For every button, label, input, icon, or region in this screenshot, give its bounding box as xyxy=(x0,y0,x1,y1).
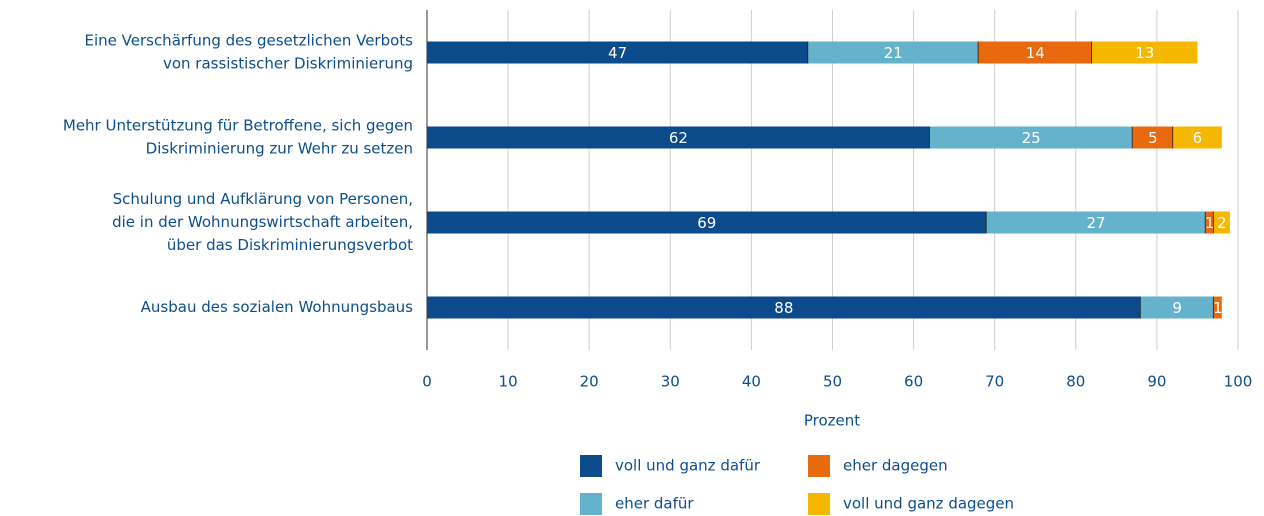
bar-segment xyxy=(929,126,1133,149)
bar-segment xyxy=(1140,296,1214,319)
bar-segment xyxy=(1132,126,1174,149)
value-label: 69 xyxy=(697,214,716,232)
y-tick-label: Diskriminierung zur Wehr zu setzen xyxy=(146,140,413,158)
legend-label: eher dagegen xyxy=(843,457,948,475)
y-tick-label: von rassistischer Diskriminierung xyxy=(163,55,413,73)
value-label: 14 xyxy=(1026,44,1045,62)
x-tick-label: 30 xyxy=(661,373,680,391)
value-label: 6 xyxy=(1193,129,1203,147)
value-label: 13 xyxy=(1135,44,1154,62)
value-label: 88 xyxy=(774,299,793,317)
value-label: 62 xyxy=(669,129,688,147)
bar-segment xyxy=(1213,211,1230,234)
y-tick-label: über das Diskriminierungsverbot xyxy=(167,236,413,254)
x-tick-label: 60 xyxy=(904,373,923,391)
x-tick-label: 0 xyxy=(422,373,432,391)
legend-swatch xyxy=(808,493,830,515)
bar-segment xyxy=(427,211,987,234)
y-tick-label: Ausbau des sozialen Wohnungsbaus xyxy=(141,298,414,316)
x-tick-label: 50 xyxy=(823,373,842,391)
bar-segment xyxy=(427,41,809,64)
y-tick-label: Schulung und Aufklärung von Personen, xyxy=(113,190,413,208)
value-label: 5 xyxy=(1148,129,1158,147)
x-tick-label: 20 xyxy=(580,373,599,391)
x-tick-label: 80 xyxy=(1066,373,1085,391)
value-label: 9 xyxy=(1172,299,1182,317)
x-tick-label: 70 xyxy=(985,373,1004,391)
bar-segment xyxy=(1213,296,1222,319)
value-label: 2 xyxy=(1217,214,1227,232)
legend-label: eher dafür xyxy=(615,495,694,513)
x-tick-label: 100 xyxy=(1224,373,1253,391)
bar-segment xyxy=(427,126,930,149)
y-tick-label: Eine Verschärfung des gesetzlichen Verbo… xyxy=(84,32,413,50)
legend-label: voll und ganz dagegen xyxy=(843,495,1014,513)
legend-swatch xyxy=(580,455,602,477)
x-tick-label: 90 xyxy=(1147,373,1166,391)
bar-segment xyxy=(1205,211,1214,234)
x-tick-label: 40 xyxy=(742,373,761,391)
y-tick-label: Mehr Unterstützung für Betroffene, sich … xyxy=(63,117,413,135)
bar-segment xyxy=(808,41,979,64)
bar-segment xyxy=(978,41,1093,64)
bar-segment xyxy=(427,296,1141,319)
value-label: 47 xyxy=(608,44,627,62)
legend-label: voll und ganz dafür xyxy=(615,457,761,475)
value-label: 1 xyxy=(1205,214,1215,232)
value-label: 1 xyxy=(1213,299,1223,317)
bar-segment xyxy=(1173,126,1222,149)
x-tick-label: 10 xyxy=(499,373,518,391)
legend-swatch xyxy=(580,493,602,515)
bar-segment xyxy=(1092,41,1198,64)
value-label: 27 xyxy=(1087,214,1106,232)
value-label: 25 xyxy=(1022,129,1041,147)
bar-segment xyxy=(986,211,1206,234)
legend-swatch xyxy=(808,455,830,477)
x-axis-label: Prozent xyxy=(804,412,860,430)
y-tick-label: die in der Wohnungswirtschaft arbeiten, xyxy=(112,213,413,231)
value-label: 21 xyxy=(884,44,903,62)
